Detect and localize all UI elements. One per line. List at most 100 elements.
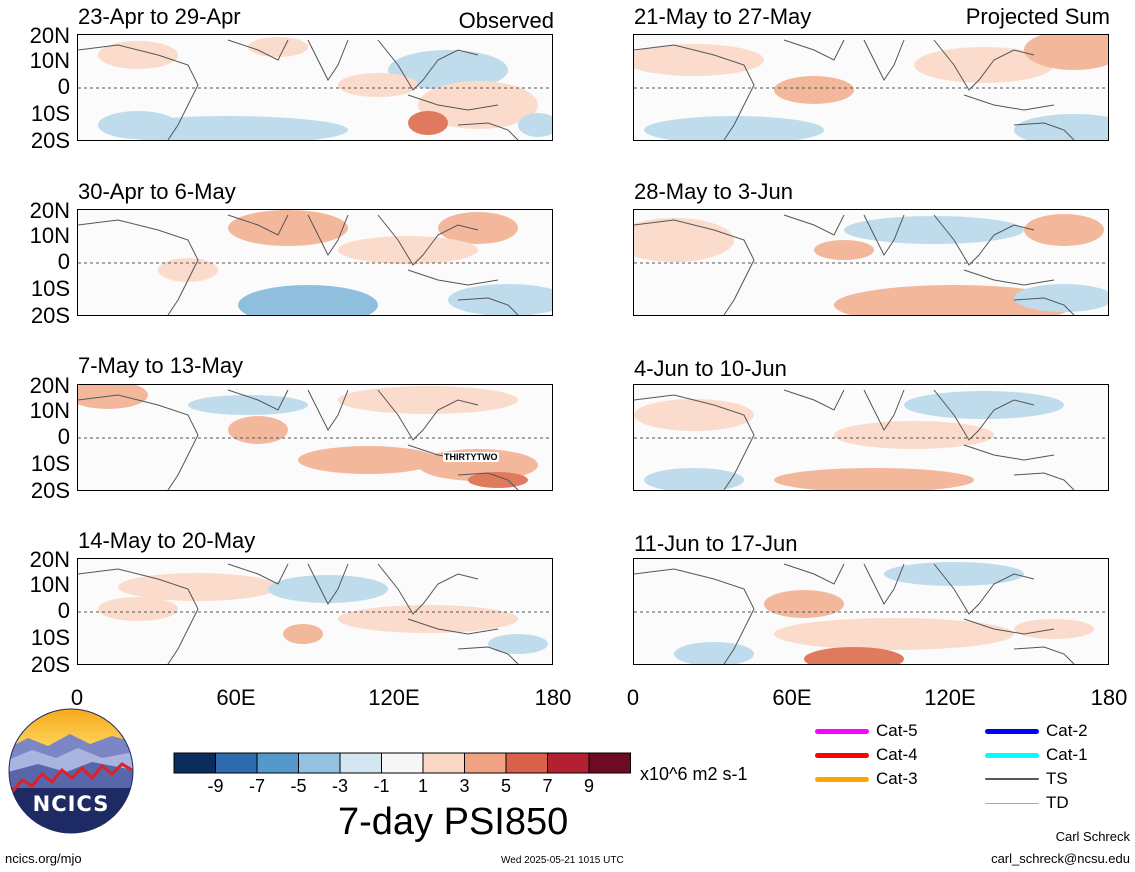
coastline — [1013, 122, 1075, 140]
anomaly-contour — [1014, 284, 1108, 312]
anomaly-contour — [283, 624, 323, 644]
lat-label: 10N — [29, 223, 70, 248]
anomaly-contour — [448, 284, 552, 315]
psi-field — [634, 214, 1108, 315]
legend-swatch — [985, 729, 1039, 734]
coastline — [783, 39, 845, 61]
footer-email[interactable]: carl_schreck@ncsu.edu — [991, 851, 1130, 866]
anomaly-contour — [1014, 114, 1108, 140]
coastline — [78, 44, 199, 140]
coastline — [78, 568, 199, 664]
panel-title: 11-Jun to 17-Jun — [634, 531, 798, 556]
coastline — [307, 214, 349, 256]
colorbar-tick-label: 7 — [542, 776, 553, 796]
lat-label: 20N — [29, 547, 70, 572]
anomaly-contour — [118, 573, 278, 601]
map-panel — [77, 34, 553, 141]
lat-label: 20N — [29, 198, 70, 223]
psi-field — [78, 210, 552, 315]
coastline — [783, 214, 845, 236]
anomaly-contour — [408, 111, 448, 135]
panel-title: 4-Jun to 10-Jun — [634, 356, 787, 381]
colorbar-box — [298, 752, 341, 774]
footer-link[interactable]: ncics.org/mjo — [5, 851, 82, 866]
anomaly-contour — [774, 618, 1014, 650]
anomaly-contour — [298, 446, 438, 474]
coastline — [457, 646, 519, 664]
lat-label: 0 — [57, 249, 70, 274]
colorbar-box — [339, 752, 382, 774]
legend-label: Cat-4 — [876, 745, 918, 764]
anomaly-contour — [634, 44, 764, 76]
anomaly-contour — [644, 468, 744, 490]
panel-tag: Projected Sum — [965, 4, 1110, 29]
anomaly-contour — [634, 399, 754, 431]
coastline — [634, 44, 755, 140]
coastline — [783, 389, 845, 411]
coastline — [634, 219, 755, 315]
colorbar-tick-label: 1 — [417, 776, 429, 796]
coastline — [963, 618, 1055, 635]
colorbar-tick-label: -3 — [331, 776, 349, 796]
coastline — [457, 122, 519, 140]
anomaly-contour — [188, 395, 308, 415]
colorbar-box — [547, 752, 590, 774]
map-panel — [633, 384, 1109, 491]
coastline — [1013, 646, 1075, 664]
lat-label: 0 — [57, 598, 70, 623]
coastline — [933, 389, 1035, 441]
anomaly-contour — [634, 218, 734, 262]
colorbar-box — [381, 752, 424, 774]
anomaly-contour — [764, 590, 844, 618]
anomaly-contour — [78, 385, 148, 409]
lat-label: 10N — [29, 572, 70, 597]
legend-swatch — [985, 753, 1039, 758]
map-panel — [77, 384, 553, 491]
anomaly-contour — [98, 41, 178, 69]
psi-field — [634, 35, 1108, 140]
psi-field — [634, 389, 1108, 490]
coastline — [78, 219, 199, 315]
colorbar-box — [588, 752, 631, 774]
lat-label: 20N — [29, 23, 70, 48]
anomaly-contour — [238, 285, 378, 315]
coastline — [307, 389, 349, 431]
coastline — [377, 389, 479, 441]
coastline — [227, 563, 289, 585]
coastline — [634, 568, 755, 664]
legend-swatch — [815, 753, 869, 758]
coastline — [863, 214, 905, 256]
anomaly-contour — [98, 597, 178, 621]
legend-swatch — [985, 803, 1039, 804]
anomaly-contour — [644, 116, 824, 140]
colorbar-boxes — [173, 752, 631, 774]
storm-label: THIRTYTWO — [443, 452, 499, 462]
map-panel — [633, 209, 1109, 316]
panel-title: 28-May to 3-Jun — [634, 179, 793, 204]
lat-label: 20S — [30, 478, 70, 503]
anomaly-contour — [488, 634, 548, 654]
map-panel — [633, 558, 1109, 665]
map-panel — [633, 34, 1109, 141]
lon-label: 120E — [924, 685, 976, 710]
psi-field — [78, 385, 552, 490]
colorbar-units: x10^6 m2 s-1 — [640, 764, 748, 784]
coastline — [227, 214, 289, 236]
lat-label: 20S — [30, 128, 70, 153]
colorbar-box — [505, 752, 548, 774]
legend-swatch — [815, 729, 869, 734]
anomaly-contour — [98, 111, 178, 139]
anomaly-contour — [248, 37, 308, 57]
coastline — [377, 214, 479, 266]
lat-label: 10S — [30, 101, 70, 126]
coastline — [307, 39, 349, 81]
coastline — [933, 214, 1035, 266]
legend-label: Cat-2 — [1046, 721, 1088, 740]
coastline — [963, 444, 1055, 461]
colorbar-tick-label: -1 — [373, 776, 390, 796]
anomaly-contour — [268, 575, 388, 603]
legend-label: TD — [1046, 793, 1069, 812]
anomaly-contour — [388, 50, 508, 90]
coastline — [863, 563, 905, 605]
colorbar-box — [256, 752, 299, 774]
